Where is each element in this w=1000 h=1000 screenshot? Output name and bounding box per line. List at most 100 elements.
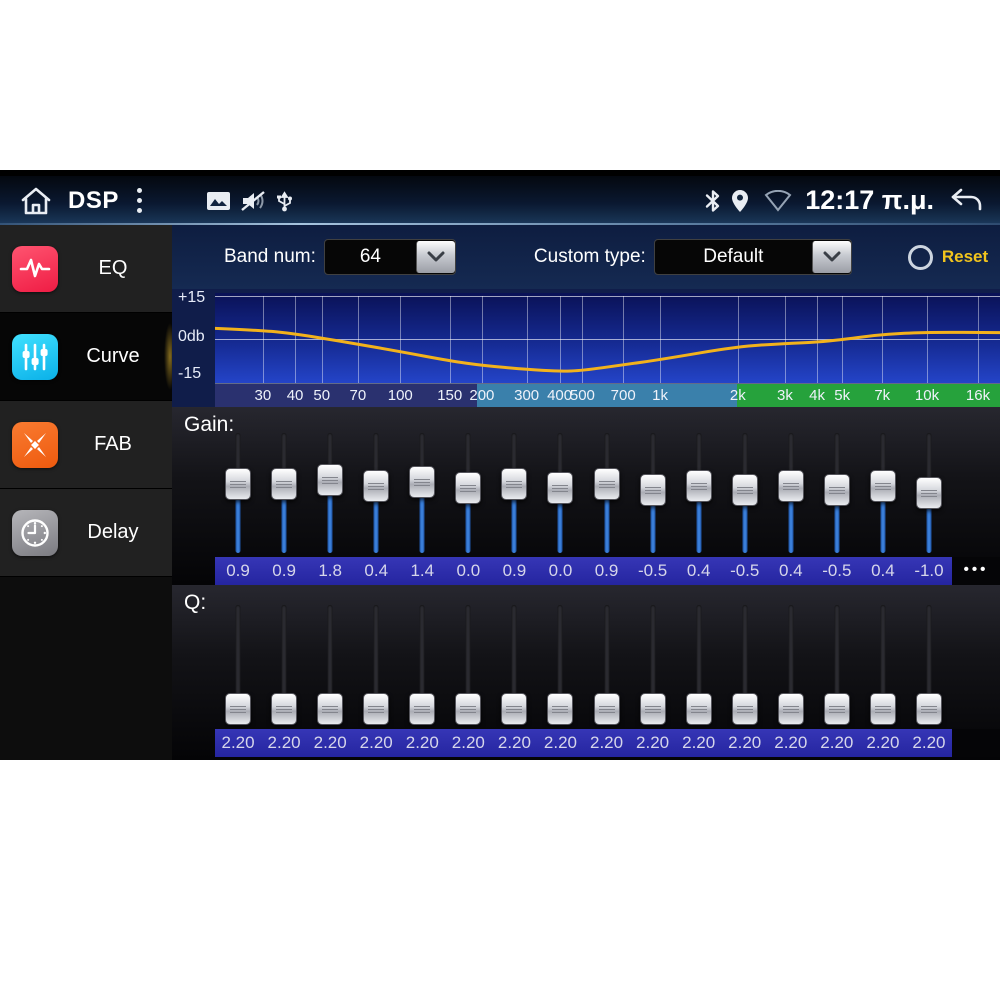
x-tick-label: 7k xyxy=(874,387,891,404)
gain-slider xyxy=(491,433,537,553)
gain-slider-handle[interactable] xyxy=(685,470,712,503)
gain-slider xyxy=(906,433,952,553)
sidebar-item-curve[interactable]: Curve xyxy=(0,313,176,401)
q-slider-handle[interactable] xyxy=(777,693,804,726)
gain-slider xyxy=(676,433,722,553)
muted-speaker-icon xyxy=(240,190,266,212)
slider-fill xyxy=(880,486,886,553)
freq-band-low xyxy=(215,384,478,408)
x-tick-label: 5k xyxy=(834,387,851,404)
q-slider-handle[interactable] xyxy=(869,693,896,726)
q-value: 2.20 xyxy=(267,733,301,752)
gain-slider-handle[interactable] xyxy=(455,472,482,505)
q-slider-handle[interactable] xyxy=(593,693,620,726)
gain-slider xyxy=(584,433,630,553)
location-icon xyxy=(731,189,749,213)
home-icon[interactable] xyxy=(19,186,53,216)
sidebar-item-fab[interactable]: FAB xyxy=(0,401,172,489)
x-tick-label: 3k xyxy=(776,387,793,404)
q-slider-handle[interactable] xyxy=(823,693,850,726)
sidebar-item-eq[interactable]: EQ xyxy=(0,225,172,313)
overflow-menu-icon[interactable] xyxy=(133,184,146,217)
slider-fill xyxy=(419,481,425,553)
q-slider-handle[interactable] xyxy=(271,693,298,726)
x-tick-label: 150 xyxy=(437,387,463,404)
chevron-down-icon[interactable] xyxy=(415,241,455,273)
gain-slider-handle[interactable] xyxy=(777,470,804,503)
reset-button[interactable]: Reset xyxy=(907,244,988,270)
slider-fill xyxy=(742,490,748,553)
q-slider-handle[interactable] xyxy=(501,693,528,726)
q-slider-handle[interactable] xyxy=(685,693,712,726)
gridline xyxy=(215,296,1000,297)
custom-type-select[interactable]: Default xyxy=(653,239,852,275)
gain-slider-handle[interactable] xyxy=(915,476,942,509)
gain-slider xyxy=(307,433,353,553)
gain-slider-handle[interactable] xyxy=(593,468,620,501)
sidebar-item-delay[interactable]: Delay xyxy=(0,489,172,577)
q-slider-handle[interactable] xyxy=(639,693,666,726)
q-slider xyxy=(584,605,630,726)
q-slider-handle[interactable] xyxy=(409,693,436,726)
q-slider-handle[interactable] xyxy=(317,693,344,726)
q-slider xyxy=(676,605,722,726)
chevron-down-icon[interactable] xyxy=(811,241,851,273)
gain-slider-handle[interactable] xyxy=(823,474,850,507)
y-axis-labels: +15 0db -15 xyxy=(178,289,214,383)
gallery-icon xyxy=(206,191,230,210)
x-tick-label: 30 xyxy=(254,387,272,404)
slider-fill xyxy=(373,486,379,553)
radio-icon xyxy=(907,244,933,270)
slider-track xyxy=(465,605,471,725)
wifi-icon xyxy=(764,189,792,212)
gain-slider-handle[interactable] xyxy=(317,463,344,496)
gain-slider xyxy=(399,433,445,553)
slider-fill xyxy=(281,484,287,553)
y-tick: +15 xyxy=(178,289,206,306)
gain-slider-handle[interactable] xyxy=(363,470,390,503)
q-slider-handle[interactable] xyxy=(363,693,390,726)
gain-value: 0.0 xyxy=(548,561,573,580)
q-slider-handle[interactable] xyxy=(225,693,252,726)
slider-track xyxy=(327,605,333,725)
gain-slider-handle[interactable] xyxy=(731,474,758,507)
q-value: 2.20 xyxy=(543,733,578,752)
gain-slider xyxy=(630,433,676,553)
q-slider-handle[interactable] xyxy=(731,693,758,726)
back-icon[interactable] xyxy=(949,188,983,214)
more-bands-button[interactable]: ••• xyxy=(952,557,1000,585)
gain-value: 0.9 xyxy=(272,561,296,580)
slider-track xyxy=(604,605,610,725)
custom-type-label: Custom type: xyxy=(533,246,646,267)
band-num-select[interactable]: 64 xyxy=(323,239,456,275)
freq-band-high xyxy=(737,384,1000,408)
gain-slider-handle[interactable] xyxy=(225,468,252,501)
gain-slider-handle[interactable] xyxy=(869,470,896,503)
bluetooth-icon xyxy=(705,189,721,213)
gain-value: 0.4 xyxy=(364,561,389,580)
q-slider xyxy=(768,605,814,726)
x-tick-label: 200 xyxy=(469,387,495,404)
q-slider xyxy=(445,605,491,726)
gain-slider-handle[interactable] xyxy=(409,465,436,498)
q-slider-handle[interactable] xyxy=(915,693,942,726)
slider-fill xyxy=(650,490,656,553)
gain-slider-handle[interactable] xyxy=(501,468,528,501)
x-tick-label: 100 xyxy=(387,387,413,404)
slider-track xyxy=(557,605,563,725)
gain-slider-handle[interactable] xyxy=(271,468,298,501)
gain-value: -0.5 xyxy=(637,561,668,580)
q-slider xyxy=(537,605,583,726)
q-slider-handle[interactable] xyxy=(547,693,574,726)
q-value: 2.20 xyxy=(820,733,854,752)
gain-slider xyxy=(860,433,906,553)
delay-clock-icon xyxy=(12,509,58,556)
gridline xyxy=(215,339,1000,340)
q-value: 2.20 xyxy=(682,733,716,752)
q-slider-handle[interactable] xyxy=(455,693,482,726)
q-values-strip: 2.20 2.20 2.20 2.20 2.20 2.20 2.20 2.20 2.20 2.20… xyxy=(215,729,952,757)
slider-fill xyxy=(788,486,794,553)
gain-value: -0.5 xyxy=(822,561,852,580)
gain-slider-handle[interactable] xyxy=(547,472,574,505)
gain-slider-handle[interactable] xyxy=(639,474,666,507)
